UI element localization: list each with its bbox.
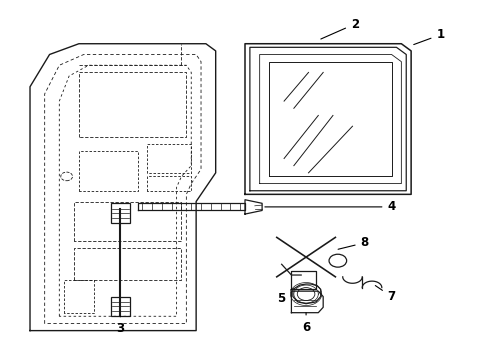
Text: 4: 4 xyxy=(265,201,396,213)
Text: 7: 7 xyxy=(375,285,395,303)
Bar xyxy=(111,297,130,316)
Text: 5: 5 xyxy=(277,289,292,305)
Text: 8: 8 xyxy=(338,236,369,249)
Text: 6: 6 xyxy=(302,313,310,333)
Text: 3: 3 xyxy=(116,316,124,335)
Text: 1: 1 xyxy=(414,28,444,45)
Text: 2: 2 xyxy=(321,18,359,39)
Bar xyxy=(111,203,130,223)
